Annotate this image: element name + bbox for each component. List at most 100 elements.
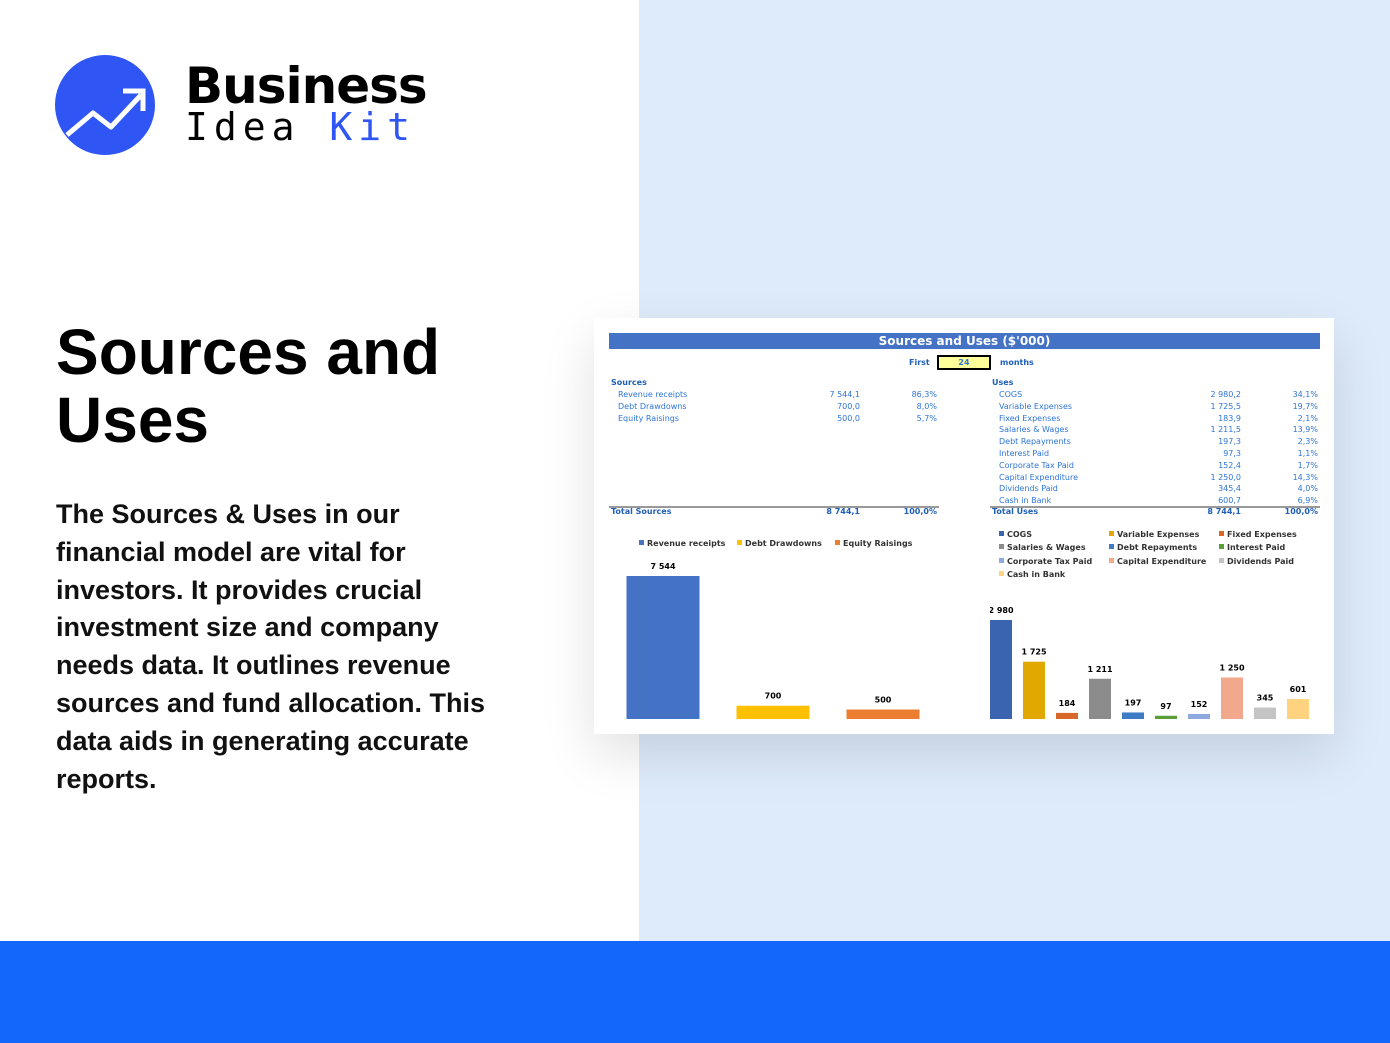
row-label: Corporate Tax Paid: [999, 460, 1074, 470]
row-percent: 13,9%: [1292, 425, 1318, 435]
row-percent: 19,7%: [1292, 401, 1318, 411]
bar: [990, 620, 1012, 719]
legend-swatch: [999, 557, 1004, 563]
divider: [609, 506, 939, 508]
row-value: 1 725,5: [1210, 401, 1241, 411]
page-title: Sources and Uses: [56, 316, 441, 456]
bar: [1254, 707, 1276, 719]
legend-item: Equity Raisings: [835, 539, 912, 548]
brand-logo: Business Idea Kit: [55, 55, 435, 155]
sources-total-label: Total Sources: [611, 507, 672, 516]
row-percent: 4,0%: [1297, 484, 1318, 494]
legend-item: Dividends Paid: [1219, 557, 1294, 566]
row-label: Equity Raisings: [618, 413, 680, 423]
legend-swatch: [1219, 544, 1224, 550]
row-percent: 34,1%: [1292, 390, 1318, 399]
uses-chart: 2 980 1 725 184 1 211 197 97 152 1 250 345 601: [990, 606, 1309, 719]
data-label: 1 250: [1219, 663, 1244, 672]
row-label: Cash in Bank: [999, 496, 1052, 506]
legend-label: Dividends Paid: [1227, 556, 1294, 566]
description: The Sources & Uses in our financial mode…: [56, 499, 486, 794]
row-value: 700,0: [837, 401, 860, 411]
bar: [1188, 713, 1210, 719]
row-value: 1 250,0: [1210, 472, 1241, 482]
row-value: 500,0: [837, 413, 860, 423]
row-value: 197,3: [1218, 437, 1241, 447]
data-label: 500: [875, 696, 892, 705]
data-label: 7 544: [650, 562, 675, 571]
data-label: 1 211: [1087, 665, 1112, 674]
row-value: 2 980,2: [1210, 390, 1241, 399]
trend-arrow-icon: [55, 55, 155, 155]
legend-swatch: [1109, 557, 1114, 563]
left-panel: [0, 0, 639, 941]
data-label: 1 725: [1021, 648, 1046, 657]
legend-item: Debt Repayments: [1109, 543, 1197, 552]
bar: [736, 705, 810, 719]
legend-label: Interest Paid: [1227, 543, 1286, 553]
data-label: 184: [1059, 699, 1076, 708]
row-percent: 2,3%: [1297, 437, 1318, 447]
row-percent: 14,3%: [1292, 472, 1318, 482]
legend-swatch: [999, 531, 1004, 536]
row-value: 183,9: [1218, 413, 1241, 423]
months-input[interactable]: 24: [937, 355, 991, 370]
bar: [626, 576, 700, 719]
bar: [1056, 712, 1078, 719]
legend-item: Cash in Bank: [999, 570, 1065, 579]
legend-label: Salaries & Wages: [1007, 543, 1086, 553]
legend-item: COGS: [999, 530, 1032, 539]
row-label: Dividends Paid: [999, 484, 1058, 494]
row-percent: 8,0%: [916, 401, 937, 411]
bar: [1287, 699, 1309, 719]
bar: [1155, 715, 1177, 719]
legend-swatch: [1109, 531, 1114, 536]
sources-total-value: 8 744,1: [826, 507, 860, 516]
legend-swatch: [999, 570, 1004, 576]
row-value: 7 544,1: [829, 390, 860, 399]
data-label: 2 980: [990, 606, 1014, 615]
divider: [990, 506, 1320, 508]
period-prefix: First: [909, 358, 930, 367]
legend-item: Fixed Expenses: [1219, 530, 1297, 539]
sheet-title: Sources and Uses ($'000): [609, 333, 1320, 349]
legend-label: Debt Repayments: [1117, 543, 1198, 553]
row-percent: 1,7%: [1297, 460, 1318, 470]
legend-item: Interest Paid: [1219, 543, 1285, 552]
logo-text-kit: Kit: [329, 105, 417, 149]
bar: [1023, 661, 1045, 719]
data-label: 197: [1125, 698, 1142, 707]
legend-item: Variable Expenses: [1109, 530, 1199, 539]
row-value: 97,3: [1223, 449, 1241, 458]
sources-chart: 7 544 700 500: [626, 562, 920, 719]
bar: [1221, 677, 1243, 719]
row-label: Debt Drawdowns: [618, 401, 687, 411]
legend-item: Debt Drawdowns: [737, 539, 822, 548]
row-value: 600,7: [1218, 496, 1241, 506]
data-label: 97: [1160, 702, 1171, 711]
legend-item: Capital Expenditure: [1109, 557, 1206, 566]
logo-text-business: Business: [185, 57, 428, 115]
row-label: Debt Repayments: [999, 437, 1071, 447]
period-suffix: months: [1000, 358, 1034, 367]
legend-label: Corporate Tax Paid: [1007, 556, 1093, 566]
row-percent: 2,1%: [1297, 413, 1318, 423]
row-percent: 5,7%: [916, 413, 937, 423]
row-percent: 86,3%: [911, 390, 937, 399]
bar: [846, 709, 920, 719]
data-label: 345: [1257, 694, 1274, 703]
row-value: 152,4: [1218, 460, 1241, 470]
legend-label: Fixed Expenses: [1227, 530, 1297, 539]
uses-total-label: Total Uses: [992, 507, 1039, 516]
uses-heading: Uses: [992, 378, 1014, 387]
legend-swatch: [737, 540, 742, 545]
row-label: Capital Expenditure: [999, 472, 1078, 482]
row-label: Fixed Expenses: [999, 413, 1061, 423]
uses-total-value: 8 744,1: [1207, 507, 1241, 516]
bar: [1089, 678, 1111, 719]
row-label: Interest Paid: [999, 449, 1050, 458]
bottom-band: [0, 941, 1390, 1043]
spreadsheet-card: Sources and Uses ($'000) First 24 months…: [594, 318, 1334, 734]
data-label: 700: [765, 692, 782, 701]
legend-item: Salaries & Wages: [999, 543, 1086, 552]
